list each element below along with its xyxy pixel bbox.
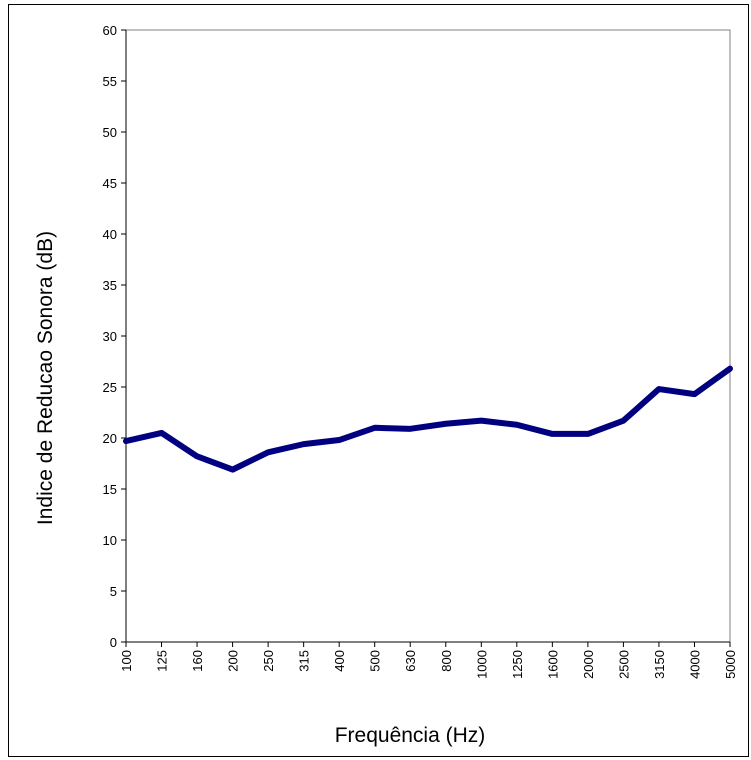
x-tick-label: 630: [403, 650, 418, 672]
x-axis-title: Frequência (Hz): [335, 724, 486, 747]
plot-area: [125, 29, 731, 643]
x-tick-label: 1000: [474, 650, 489, 679]
y-tick-label: 45: [103, 176, 117, 191]
y-tick-label: 20: [103, 431, 117, 446]
y-tick-label: 15: [103, 482, 117, 497]
y-axis-ticks: 0 5 10 15 20 25 30 35 40 45 50 55 60: [103, 23, 126, 650]
x-tick-label: 160: [190, 650, 205, 672]
x-tick-label: 5000: [723, 650, 738, 679]
x-tick-label: 1600: [545, 650, 560, 679]
x-tick-label: 1250: [510, 650, 525, 679]
x-tick-label: 2000: [581, 650, 596, 679]
y-tick-label: 35: [103, 278, 117, 293]
y-tick-label: 30: [103, 329, 117, 344]
y-tick-label: 50: [103, 125, 117, 140]
y-tick-label: 0: [110, 635, 117, 650]
x-tick-label: 800: [439, 650, 454, 672]
y-tick-label: 25: [103, 380, 117, 395]
y-tick-label: 5: [110, 584, 117, 599]
x-tick-label: 315: [297, 650, 312, 672]
x-tick-label: 2500: [616, 650, 631, 679]
x-tick-label: 4000: [687, 650, 702, 679]
y-tick-label: 55: [103, 74, 117, 89]
x-tick-label: 500: [368, 650, 383, 672]
x-tick-label: 250: [261, 650, 276, 672]
x-axis-ticks: 100 125 160 200 250 315 400 500 630 800 1000 1250 16…: [119, 642, 738, 679]
series-line: [123, 365, 733, 473]
y-tick-label: 60: [103, 23, 117, 38]
x-tick-label: 3150: [652, 650, 667, 679]
x-tick-label: 400: [332, 650, 347, 672]
x-tick-label: 200: [226, 650, 241, 672]
y-tick-label: 10: [103, 533, 117, 548]
y-axis-title: Indice de Reducao Sonora (dB): [34, 231, 57, 525]
y-tick-label: 40: [103, 227, 117, 242]
x-tick-label: 100: [119, 650, 134, 672]
x-tick-label: 125: [155, 650, 170, 672]
